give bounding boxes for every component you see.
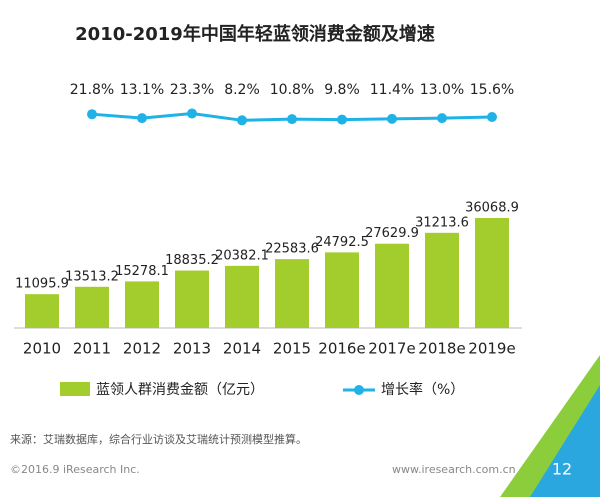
bar	[175, 270, 209, 328]
value-label: 11.4%	[370, 82, 414, 98]
point	[487, 111, 497, 122]
value-label: 13513.2	[65, 269, 119, 284]
bar	[225, 265, 259, 328]
point	[287, 114, 297, 125]
legend-swatch	[354, 385, 364, 395]
copyright: ©2016.9 iResearch Inc.	[10, 463, 140, 476]
value-label: 9.8%	[324, 82, 360, 98]
value-label: 15278.1	[115, 264, 169, 279]
point	[187, 108, 197, 119]
value-label: 27629.9	[365, 226, 419, 241]
x-tick-label: 2015	[273, 340, 311, 358]
legend-swatch	[60, 382, 90, 396]
chart-title: 2010-2019年中国年轻蓝领消费金额及增速	[75, 23, 435, 45]
bar	[425, 232, 459, 328]
x-tick-label: 2010	[23, 340, 61, 358]
x-tick-label: 2016e	[318, 340, 365, 358]
value-label: 20382.1	[215, 248, 269, 263]
x-tick-label: 2011	[73, 340, 111, 358]
value-label: 10.8%	[270, 82, 314, 98]
bar	[375, 243, 409, 328]
bar	[125, 281, 159, 328]
value-label: 23.3%	[170, 82, 214, 98]
corner-deco	[530, 385, 600, 497]
value-label: 13.0%	[420, 82, 464, 98]
bar	[475, 218, 509, 328]
value-label: 13.1%	[120, 82, 164, 98]
point	[137, 113, 147, 124]
x-tick-label: 2018e	[418, 340, 465, 358]
bar	[325, 252, 359, 328]
x-tick-label: 2013	[173, 340, 211, 358]
value-label: 24792.5	[315, 235, 369, 250]
value-label: 18835.2	[165, 253, 219, 268]
value-label: 36068.9	[465, 201, 519, 216]
value-label: 21.8%	[70, 82, 114, 98]
value-label: 31213.6	[415, 215, 469, 230]
bar	[75, 286, 109, 328]
point	[437, 113, 447, 124]
x-tick-label: 2017e	[368, 340, 415, 358]
legend-label: 增长率（%）	[381, 381, 464, 398]
value-label: 11095.9	[15, 277, 69, 292]
page-number: 12	[552, 460, 572, 479]
url: www.iresearch.com.cn	[392, 463, 516, 476]
value-label: 15.6%	[470, 82, 514, 98]
point	[337, 114, 347, 125]
value-label: 8.2%	[224, 82, 260, 98]
value-label: 22583.6	[265, 242, 319, 257]
x-tick-label: 2019e	[468, 340, 515, 358]
point	[237, 115, 247, 126]
point	[87, 109, 97, 120]
bar	[25, 294, 59, 328]
source-note: 来源：艾瑞数据库，综合行业访谈及艾瑞统计预测模型推算。	[10, 432, 307, 446]
point	[387, 113, 397, 124]
x-tick-label: 2012	[123, 340, 161, 358]
bar	[275, 259, 309, 328]
x-tick-label: 2014	[223, 340, 261, 358]
legend-label: 蓝领人群消费金额（亿元）	[96, 382, 264, 398]
